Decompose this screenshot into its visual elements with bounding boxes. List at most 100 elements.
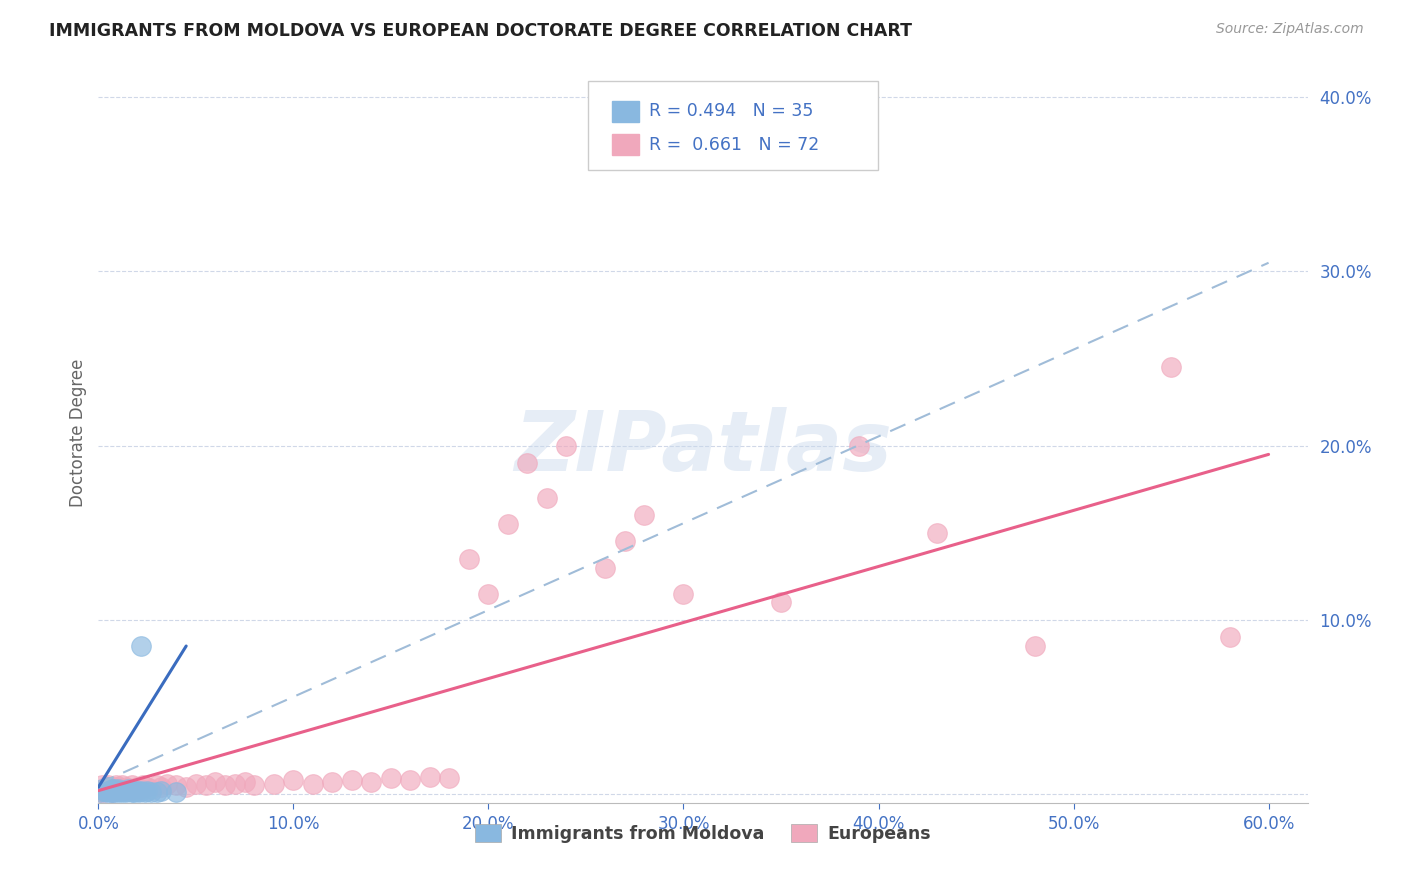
Point xyxy=(477,587,499,601)
Y-axis label: Doctorate Degree: Doctorate Degree xyxy=(69,359,87,507)
Point xyxy=(108,783,131,797)
Point xyxy=(672,587,695,601)
Point xyxy=(96,783,118,797)
Point xyxy=(214,778,236,792)
Point xyxy=(93,785,115,799)
Point xyxy=(122,781,145,796)
Text: IMMIGRANTS FROM MOLDOVA VS EUROPEAN DOCTORATE DEGREE CORRELATION CHART: IMMIGRANTS FROM MOLDOVA VS EUROPEAN DOCT… xyxy=(49,22,912,40)
Point xyxy=(97,781,120,796)
Point xyxy=(93,781,115,796)
Point xyxy=(121,785,143,799)
Point xyxy=(103,783,125,797)
Point xyxy=(91,778,114,792)
Point xyxy=(111,778,134,792)
Point xyxy=(595,560,617,574)
Point xyxy=(104,778,127,792)
Point xyxy=(128,785,150,799)
Legend: Immigrants from Moldova, Europeans: Immigrants from Moldova, Europeans xyxy=(468,817,938,850)
Point xyxy=(97,780,120,794)
Point xyxy=(174,780,197,794)
Point xyxy=(121,778,143,792)
Point xyxy=(97,778,120,792)
Point xyxy=(118,781,141,796)
Point xyxy=(769,595,792,609)
Point xyxy=(139,781,162,796)
Point xyxy=(848,439,870,453)
Point xyxy=(108,781,131,796)
Point xyxy=(112,781,135,796)
Point xyxy=(1219,630,1241,644)
Point xyxy=(156,777,179,791)
Point xyxy=(91,783,114,797)
Point xyxy=(101,783,124,797)
Point xyxy=(136,783,159,797)
Point xyxy=(283,773,305,788)
Point xyxy=(360,775,382,789)
Point xyxy=(633,508,655,523)
Point xyxy=(194,778,217,792)
Point xyxy=(107,785,129,799)
Point xyxy=(111,785,134,799)
Point xyxy=(536,491,558,505)
Point xyxy=(114,785,136,799)
Point xyxy=(184,777,207,791)
Point xyxy=(496,517,519,532)
Point xyxy=(127,780,149,794)
Point xyxy=(224,777,246,791)
Point xyxy=(104,781,127,796)
Point xyxy=(96,780,118,794)
Point xyxy=(131,783,153,797)
Point xyxy=(127,783,149,797)
Point xyxy=(263,777,285,791)
Point xyxy=(233,775,256,789)
Point xyxy=(134,785,156,799)
Point xyxy=(96,785,118,799)
Point xyxy=(101,785,124,799)
Point xyxy=(204,775,226,789)
Point xyxy=(925,525,948,540)
Point xyxy=(93,783,115,797)
Point xyxy=(146,785,169,799)
Point xyxy=(89,785,111,799)
Point xyxy=(1024,639,1046,653)
Point xyxy=(321,775,343,789)
Point xyxy=(132,778,155,792)
Point xyxy=(103,785,125,799)
Point xyxy=(136,780,159,794)
Point xyxy=(98,783,121,797)
Point xyxy=(89,785,111,799)
Point xyxy=(380,772,402,786)
Point xyxy=(439,772,461,786)
Point xyxy=(165,785,187,799)
FancyBboxPatch shape xyxy=(588,81,879,169)
Point xyxy=(103,780,125,794)
Point xyxy=(97,783,120,797)
Point xyxy=(101,781,124,796)
Point xyxy=(91,781,114,796)
Text: ZIPatlas: ZIPatlas xyxy=(515,407,891,488)
Point xyxy=(98,780,121,794)
Point xyxy=(131,781,153,796)
Point xyxy=(107,780,129,794)
Point xyxy=(1160,360,1182,375)
Point xyxy=(117,783,139,797)
Point xyxy=(302,777,325,791)
Point xyxy=(516,456,538,470)
Point xyxy=(458,552,481,566)
Point xyxy=(103,781,125,796)
Point xyxy=(114,780,136,794)
Point xyxy=(96,781,118,796)
Point xyxy=(614,534,637,549)
Point xyxy=(111,783,134,797)
Point xyxy=(149,783,172,797)
Point xyxy=(104,783,127,797)
Point xyxy=(165,778,187,792)
Point xyxy=(122,783,145,797)
Point xyxy=(555,439,578,453)
Point xyxy=(107,783,129,797)
Point xyxy=(112,783,135,797)
Point xyxy=(98,781,121,796)
Point xyxy=(122,785,145,799)
Point xyxy=(131,639,153,653)
Point xyxy=(243,778,266,792)
